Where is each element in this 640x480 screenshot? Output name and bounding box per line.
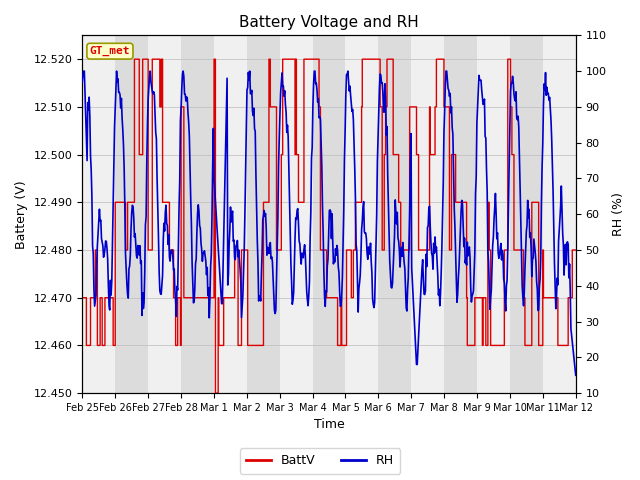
Bar (280, 36, 312, 393)
Bar (477, 36, 510, 393)
Legend: BattV, RH: BattV, RH (240, 448, 400, 474)
Y-axis label: RH (%): RH (%) (612, 192, 625, 236)
Bar (543, 36, 576, 393)
Bar (346, 36, 378, 393)
Bar (312, 36, 346, 393)
Bar (214, 36, 247, 393)
X-axis label: Time: Time (314, 419, 344, 432)
Bar (576, 36, 609, 393)
Bar (181, 36, 214, 393)
Bar (83, 36, 115, 393)
Title: Battery Voltage and RH: Battery Voltage and RH (239, 15, 419, 30)
Text: GT_met: GT_met (90, 46, 130, 56)
Bar (148, 36, 181, 393)
Bar (247, 36, 280, 393)
Bar (378, 36, 412, 393)
Bar (412, 36, 444, 393)
Bar (115, 36, 148, 393)
Bar (444, 36, 477, 393)
Bar (510, 36, 543, 393)
Y-axis label: Battery (V): Battery (V) (15, 180, 28, 249)
